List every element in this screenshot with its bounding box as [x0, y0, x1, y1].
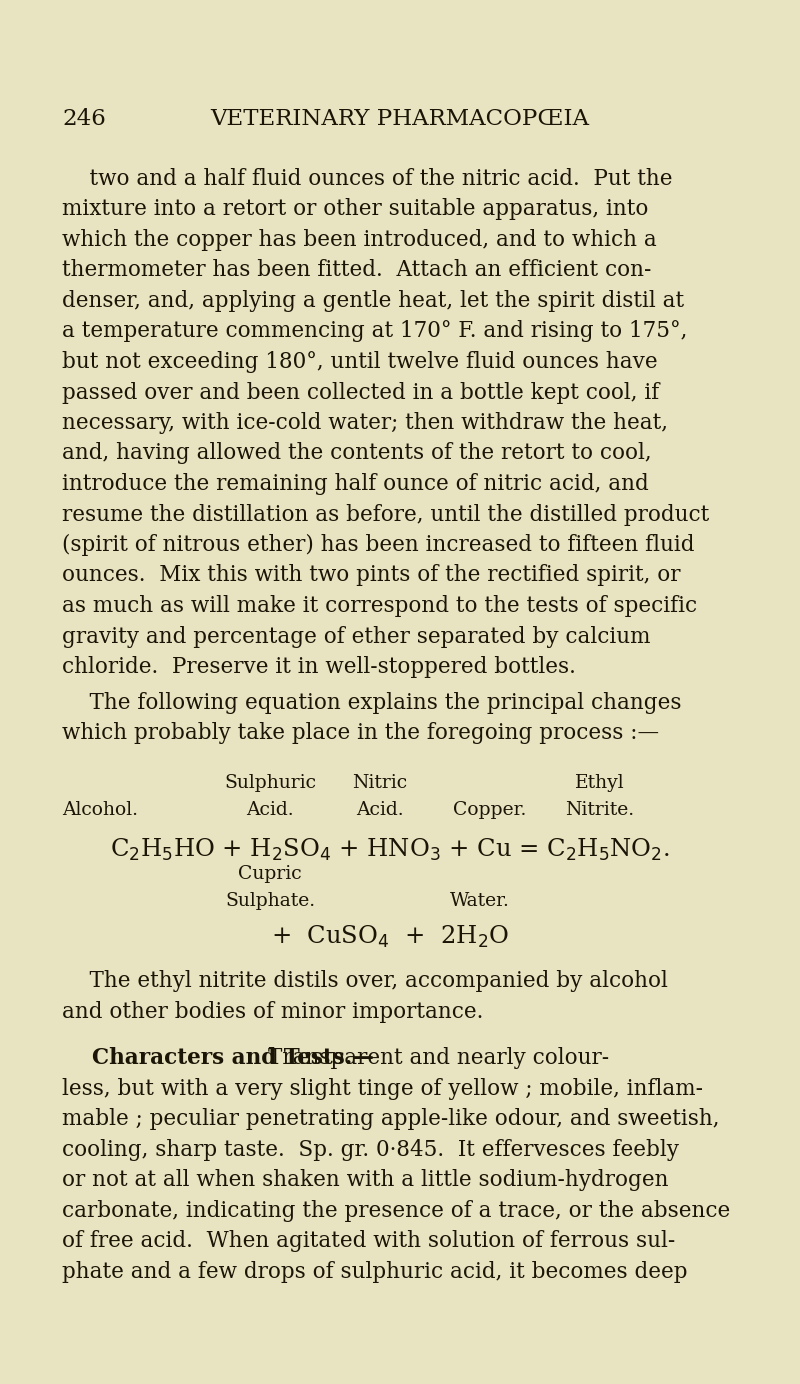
- Text: of free acid.  When agitated with solution of ferrous sul-: of free acid. When agitated with solutio…: [62, 1230, 675, 1253]
- Text: C$_2$H$_5$HO + H$_2$SO$_4$ + HNO$_3$ + Cu = C$_2$H$_5$NO$_2$.: C$_2$H$_5$HO + H$_2$SO$_4$ + HNO$_3$ + C…: [110, 836, 670, 862]
- Text: The ethyl nitrite distils over, accompanied by alcohol: The ethyl nitrite distils over, accompan…: [62, 970, 668, 992]
- Text: but not exceeding 180°, until twelve fluid ounces have: but not exceeding 180°, until twelve flu…: [62, 352, 658, 374]
- Text: passed over and been collected in a bottle kept cool, if: passed over and been collected in a bott…: [62, 382, 659, 404]
- Text: carbonate, indicating the presence of a trace, or the absence: carbonate, indicating the presence of a …: [62, 1200, 730, 1222]
- Text: Copper.: Copper.: [454, 801, 526, 819]
- Text: thermometer has been fitted.  Attach an efficient con-: thermometer has been fitted. Attach an e…: [62, 260, 651, 281]
- Text: less, but with a very slight tinge of yellow ; mobile, inflam-: less, but with a very slight tinge of ye…: [62, 1078, 703, 1100]
- Text: which the copper has been introduced, and to which a: which the copper has been introduced, an…: [62, 228, 657, 251]
- Text: gravity and percentage of ether separated by calcium: gravity and percentage of ether separate…: [62, 626, 650, 648]
- Text: ounces.  Mix this with two pints of the rectified spirit, or: ounces. Mix this with two pints of the r…: [62, 565, 681, 587]
- Text: Acid.: Acid.: [246, 801, 294, 819]
- Text: introduce the remaining half ounce of nitric acid, and: introduce the remaining half ounce of ni…: [62, 473, 649, 495]
- Text: and other bodies of minor importance.: and other bodies of minor importance.: [62, 1001, 483, 1023]
- Text: denser, and, applying a gentle heat, let the spirit distil at: denser, and, applying a gentle heat, let…: [62, 291, 684, 311]
- Text: a temperature commencing at 170° F. and rising to 175°,: a temperature commencing at 170° F. and …: [62, 321, 687, 342]
- Text: Nitric: Nitric: [353, 775, 407, 793]
- Text: necessary, with ice-cold water; then withdraw the heat,: necessary, with ice-cold water; then wit…: [62, 412, 668, 435]
- Text: 246: 246: [62, 108, 106, 130]
- Text: mable ; peculiar penetrating apple-like odour, and sweetish,: mable ; peculiar penetrating apple-like …: [62, 1109, 719, 1131]
- Text: Sulphuric: Sulphuric: [224, 775, 316, 793]
- Text: Nitrite.: Nitrite.: [566, 801, 634, 819]
- Text: Characters and Tests.—: Characters and Tests.—: [92, 1048, 374, 1070]
- Text: and, having allowed the contents of the retort to cool,: and, having allowed the contents of the …: [62, 443, 652, 465]
- Text: two and a half fluid ounces of the nitric acid.  Put the: two and a half fluid ounces of the nitri…: [62, 167, 673, 190]
- Text: (spirit of nitrous ether) has been increased to fifteen fluid: (spirit of nitrous ether) has been incre…: [62, 534, 694, 556]
- Text: mixture into a retort or other suitable apparatus, into: mixture into a retort or other suitable …: [62, 198, 648, 220]
- Text: Sulphate.: Sulphate.: [225, 893, 315, 911]
- Text: Alcohol.: Alcohol.: [62, 801, 138, 819]
- Text: which probably take place in the foregoing process :—: which probably take place in the foregoi…: [62, 722, 659, 745]
- Text: Ethyl: Ethyl: [575, 775, 625, 793]
- Text: resume the distillation as before, until the distilled product: resume the distillation as before, until…: [62, 504, 710, 526]
- Text: as much as will make it correspond to the tests of specific: as much as will make it correspond to th…: [62, 595, 697, 617]
- Text: +  CuSO$_4$  +  2H$_2$O: + CuSO$_4$ + 2H$_2$O: [271, 925, 509, 951]
- Text: chloride.  Preserve it in well-stoppered bottles.: chloride. Preserve it in well-stoppered …: [62, 656, 576, 678]
- Text: Transparent and nearly colour-: Transparent and nearly colour-: [268, 1048, 609, 1070]
- Text: Cupric: Cupric: [238, 865, 302, 883]
- Text: Acid.: Acid.: [356, 801, 404, 819]
- Text: or not at all when shaken with a little sodium-hydrogen: or not at all when shaken with a little …: [62, 1169, 669, 1192]
- Text: VETERINARY PHARMACOPŒIA: VETERINARY PHARMACOPŒIA: [210, 108, 590, 130]
- Text: cooling, sharp taste.  Sp. gr. 0·845.  It effervesces feebly: cooling, sharp taste. Sp. gr. 0·845. It …: [62, 1139, 679, 1161]
- Text: The following equation explains the principal changes: The following equation explains the prin…: [62, 692, 682, 714]
- Text: phate and a few drops of sulphuric acid, it becomes deep: phate and a few drops of sulphuric acid,…: [62, 1261, 687, 1283]
- Text: Water.: Water.: [450, 893, 510, 911]
